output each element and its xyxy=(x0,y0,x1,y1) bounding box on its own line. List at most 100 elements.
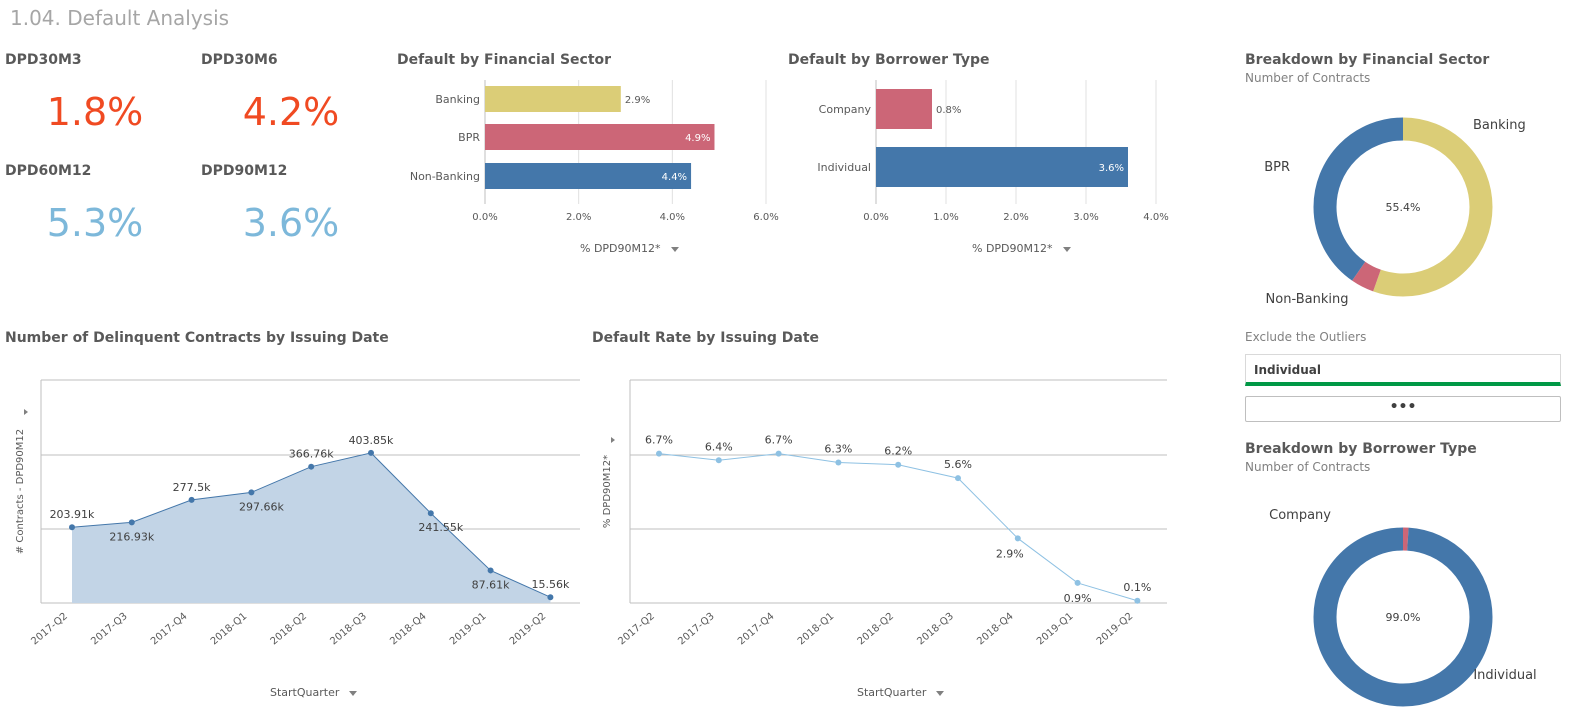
more-options-button[interactable]: ••• xyxy=(1245,396,1561,422)
data-point xyxy=(128,519,135,526)
data-label: 0.9% xyxy=(1064,592,1092,605)
x-tick-label: 2017-Q3 xyxy=(89,611,130,647)
borrower-donut-subtitle: Number of Contracts xyxy=(1245,460,1371,474)
sector-donut-chart[interactable]: 55.4% Banking BPR Non-Banking xyxy=(1245,92,1561,320)
bar-value-label: 2.9% xyxy=(625,95,650,106)
slice-label: Banking xyxy=(1473,118,1526,133)
bar-value-label: 0.8% xyxy=(936,105,961,116)
bar-value-label: 3.6% xyxy=(1099,163,1124,174)
slice-individual xyxy=(1313,527,1493,707)
borrower-donut-title: Breakdown by Borrower Type xyxy=(1245,441,1477,457)
data-point xyxy=(955,475,961,482)
slice-label: Company xyxy=(1269,508,1331,523)
bar-company xyxy=(876,89,932,129)
contracts-area-title: Number of Delinquent Contracts by Issuin… xyxy=(5,330,389,346)
sector-bar-title: Default by Financial Sector xyxy=(397,52,612,68)
slice-label: Non-Banking xyxy=(1266,292,1349,307)
area-fill xyxy=(72,452,551,603)
y-category-label: Company xyxy=(819,103,872,116)
data-label: 0.1% xyxy=(1123,581,1151,594)
kpi-dpd30m6[interactable]: DPD30M6 4.2% xyxy=(196,52,386,162)
x-tick-label: 2018-Q1 xyxy=(796,611,837,647)
bar-bpr xyxy=(485,124,715,150)
chevron-down-icon xyxy=(936,690,945,696)
donut-center-label: 99.0% xyxy=(1386,611,1421,624)
data-label: 87.61k xyxy=(472,578,510,591)
x-tick-label: 2018-Q1 xyxy=(209,611,250,647)
x-tick-label: 2017-Q4 xyxy=(149,611,190,647)
sector-bar-chart[interactable]: 0.0% 2.0% 4.0% 6.0% Banking 2.9% BPR 4.9% Non-Ba… xyxy=(400,80,790,240)
data-point xyxy=(1014,535,1021,542)
kpi-label: DPD30M3 xyxy=(5,52,82,68)
kpi-label: DPD30M6 xyxy=(201,52,278,68)
data-label: 403.85k xyxy=(349,434,394,447)
data-label: 6.7% xyxy=(645,434,673,447)
donut-center-label: 55.4% xyxy=(1386,201,1421,214)
dropdown-label: % DPD90M12* xyxy=(580,242,661,255)
borrower-bar-measure-dropdown[interactable]: % DPD90M12* xyxy=(972,242,1071,255)
x-tick-label: 0.0% xyxy=(863,212,888,223)
sector-bar-measure-dropdown[interactable]: % DPD90M12* xyxy=(580,242,679,255)
kpi-dpd90m12[interactable]: DPD90M12 3.6% xyxy=(196,163,386,273)
bar-value-label: 4.4% xyxy=(662,172,687,183)
data-point xyxy=(188,496,195,503)
data-point xyxy=(656,450,662,457)
data-point xyxy=(487,567,494,574)
rate-line-dimension-dropdown[interactable]: StartQuarter xyxy=(857,686,945,699)
x-tick-label: 4.0% xyxy=(1143,212,1168,223)
data-point xyxy=(547,594,554,601)
x-tick-label: 2018-Q4 xyxy=(388,611,429,647)
contracts-area-dimension-dropdown[interactable]: StartQuarter xyxy=(270,686,358,699)
data-point xyxy=(368,449,374,456)
borrower-donut-chart[interactable]: 99.0% Company Individual xyxy=(1245,480,1561,708)
kpi-dpd30m3[interactable]: DPD30M3 1.8% xyxy=(0,52,190,162)
data-label: 2.9% xyxy=(996,547,1024,560)
kpi-label: DPD60M12 xyxy=(5,163,92,179)
data-label: 6.3% xyxy=(824,443,852,456)
x-tick-label: 2017-Q2 xyxy=(616,611,657,647)
data-point xyxy=(1134,597,1141,604)
data-label: 15.56k xyxy=(531,578,569,591)
filter-label: Exclude the Outliers xyxy=(1245,330,1367,344)
data-label: 6.7% xyxy=(765,434,793,447)
slice-label: Individual xyxy=(1473,668,1536,683)
y-category-label: BPR xyxy=(458,131,480,144)
y-category-label: Non-Banking xyxy=(410,170,480,183)
kpi-value: 1.8% xyxy=(46,90,144,134)
outlier-filter-selection[interactable]: Individual xyxy=(1245,354,1561,386)
x-tick-label: 2018-Q3 xyxy=(915,611,956,647)
x-tick-label: 2018-Q2 xyxy=(269,611,310,647)
y-category-label: Individual xyxy=(817,161,871,174)
kpi-value: 5.3% xyxy=(46,201,144,245)
rate-line-chart[interactable]: 6.7% 2017-Q2 6.4% 2017-Q3 6.7% 2017-Q4 6.3% 201… xyxy=(590,360,1180,685)
sector-donut-title: Breakdown by Financial Sector xyxy=(1245,52,1490,68)
data-point xyxy=(775,450,782,457)
x-tick-label: 2017-Q3 xyxy=(676,611,717,647)
borrower-bar-chart[interactable]: 0.0% 1.0% 2.0% 3.0% 4.0% Company 0.8% Individua… xyxy=(790,80,1180,240)
data-point xyxy=(835,459,842,466)
page-title: 1.04. Default Analysis xyxy=(10,6,230,30)
chevron-down-icon xyxy=(1062,246,1071,252)
x-tick-label: 2.0% xyxy=(566,212,591,223)
series-line xyxy=(658,453,1138,602)
x-tick-label: 3.0% xyxy=(1073,212,1098,223)
y-axis-menu-arrow xyxy=(611,437,615,443)
kpi-label: DPD90M12 xyxy=(201,163,288,179)
chevron-down-icon xyxy=(349,690,358,696)
data-point xyxy=(308,463,315,470)
x-tick-label: 2018-Q3 xyxy=(328,611,369,647)
data-label: 6.4% xyxy=(705,440,733,453)
data-point xyxy=(248,489,255,496)
kpi-value: 3.6% xyxy=(242,201,340,245)
data-point xyxy=(715,457,722,464)
x-tick-label: 6.0% xyxy=(753,212,778,223)
kpi-value: 4.2% xyxy=(242,90,340,134)
contracts-area-chart[interactable]: 203.91k 2017-Q2 216.93k 2017-Q3 277.5k 2017-Q… xyxy=(0,360,590,685)
x-tick-label: 2019-Q1 xyxy=(448,611,489,647)
x-tick-label: 2018-Q2 xyxy=(856,611,897,647)
kpi-dpd60m12[interactable]: DPD60M12 5.3% xyxy=(0,163,190,273)
data-point xyxy=(1074,579,1081,586)
chevron-down-icon xyxy=(670,246,679,252)
data-label: 6.2% xyxy=(884,445,912,458)
y-axis-menu-arrow xyxy=(24,409,28,415)
